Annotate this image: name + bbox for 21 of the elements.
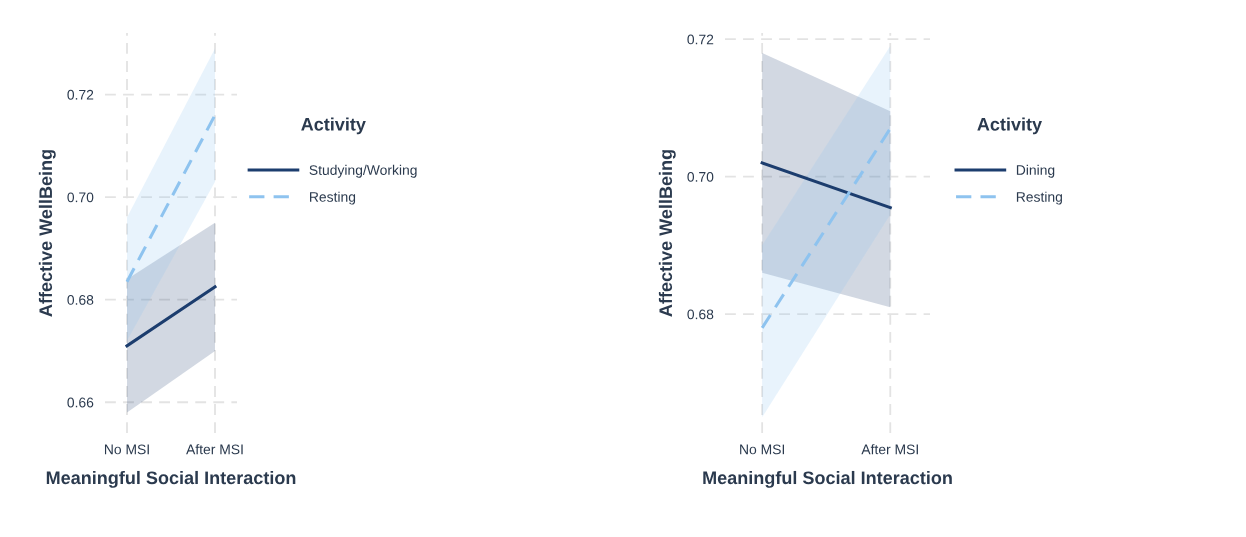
y-tick-label: 0.70 bbox=[687, 171, 714, 182]
legend-title: Activity bbox=[301, 117, 366, 135]
y-tick-label: 0.66 bbox=[67, 397, 94, 408]
legend-label: Dining bbox=[1016, 164, 1055, 178]
y-axis-title: Affective WellBeing bbox=[38, 150, 56, 317]
y-axis-title: Affective WellBeing bbox=[658, 150, 676, 317]
legend-label: Resting bbox=[310, 191, 356, 205]
x-axis-title: Meaningful Social Interaction bbox=[46, 470, 296, 488]
x-tick-label: After MSI bbox=[186, 444, 243, 455]
legend-label: Resting bbox=[1016, 191, 1062, 205]
x-axis-title: Meaningful Social Interaction bbox=[703, 470, 952, 488]
x-tick-label: After MSI bbox=[861, 444, 918, 455]
y-tick-label: 0.68 bbox=[687, 309, 714, 320]
x-tick-label: No MSI bbox=[740, 444, 785, 455]
x-tick-label: No MSI bbox=[104, 444, 149, 455]
y-tick-label: 0.70 bbox=[67, 192, 94, 203]
y-tick-label: 0.72 bbox=[687, 34, 714, 45]
legend-label: Studying/Working bbox=[309, 164, 417, 178]
legend-title: Activity bbox=[977, 117, 1042, 135]
y-tick-label: 0.72 bbox=[67, 89, 94, 100]
y-tick-label: 0.68 bbox=[67, 295, 94, 305]
